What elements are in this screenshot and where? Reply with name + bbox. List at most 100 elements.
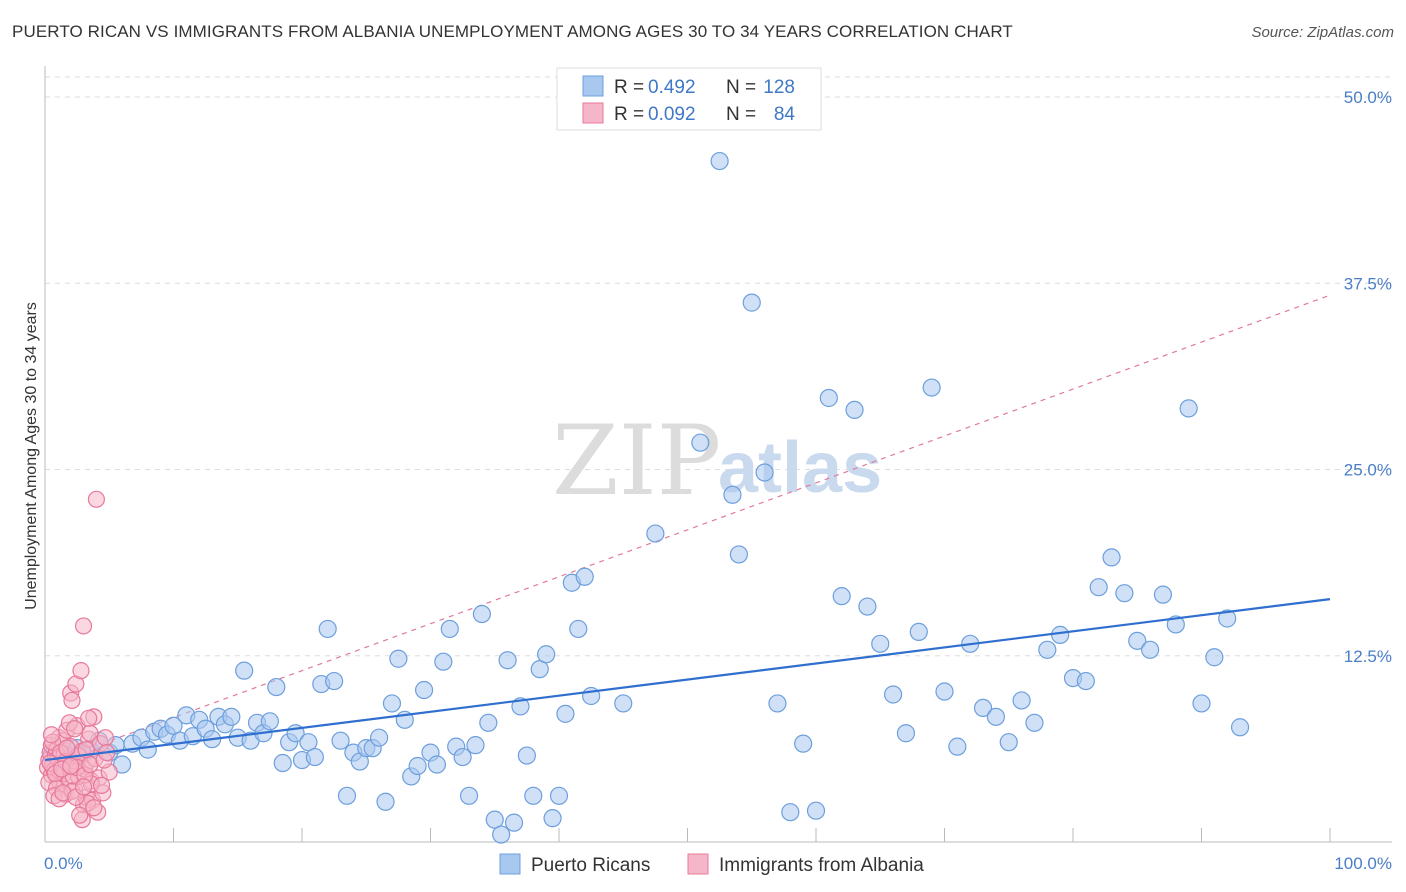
puerto-rican-point [646, 524, 665, 543]
puerto-rican-point [575, 567, 594, 586]
albania-point [65, 720, 84, 738]
puerto-rican-point [569, 619, 588, 639]
puerto-rican-point [691, 433, 710, 452]
legend-n-label-2: N = [726, 104, 756, 125]
albania-trend-group [44, 294, 1331, 766]
puerto-rican-point [1025, 713, 1044, 732]
y-tick-label-1: 25.0% [1344, 461, 1392, 480]
albania-point [62, 757, 80, 775]
puerto-rican-point [408, 756, 427, 776]
puerto-rican-point [1089, 578, 1108, 597]
legend-box: R = 0.492 N = 128 R = 0.092 N = 84 [556, 67, 822, 131]
puerto-rican-point [1128, 631, 1147, 650]
puerto-rican-point [434, 652, 453, 671]
bottom-legend-label-pink: Immigrants from Albania [719, 855, 924, 876]
legend-n-label-1: N = [726, 77, 756, 98]
puerto-rican-point [459, 786, 479, 805]
albania-point [96, 729, 114, 747]
watermark-zip: ZIP [552, 405, 721, 517]
puerto-rican-point [537, 645, 556, 664]
puerto-rican-trend-group [44, 598, 1331, 762]
puerto-rican-point [1076, 671, 1095, 691]
y-tick-label-3: 50.0% [1344, 88, 1392, 107]
puerto-rican-point [1102, 548, 1121, 567]
albania-point [42, 726, 61, 744]
x-tick-label-min: 0.0% [44, 854, 83, 873]
albania-point [63, 691, 81, 710]
puerto-rican-point [517, 746, 536, 765]
puerto-rican-point [883, 685, 903, 704]
puerto-rican-point [806, 801, 826, 820]
puerto-rican-point [543, 809, 562, 828]
puerto-rican-point [414, 680, 434, 700]
albania-point [58, 739, 76, 757]
legend-r-value-2: 0.092 [648, 104, 696, 125]
puerto-rican-point [235, 661, 254, 680]
puerto-rican-point [492, 825, 511, 844]
puerto-rican-point [858, 597, 877, 616]
puerto-rican-point [260, 712, 279, 731]
x-tick-label-max: 100.0% [1334, 854, 1392, 873]
puerto-rican-point [305, 747, 324, 767]
puerto-rican-point [614, 694, 633, 713]
puerto-rican-point [504, 813, 524, 832]
y-tick-label-2: 37.5% [1344, 274, 1392, 293]
puerto-rican-point [871, 634, 890, 653]
puerto-rican-point [986, 707, 1006, 726]
puerto-rican-point [382, 694, 402, 713]
legend-n-value-2: 84 [774, 104, 796, 125]
puerto-rican-point [819, 388, 838, 408]
puerto-rican-point [376, 792, 395, 811]
puerto-rican-point [935, 682, 954, 701]
puerto-rican-trend-line [44, 598, 1331, 762]
puerto-rican-point [948, 737, 967, 756]
albania-point [81, 755, 99, 774]
bottom-legend: Puerto Ricans Immigrants from Albania [499, 853, 924, 876]
albania-point [80, 709, 98, 727]
puerto-rican-point [325, 671, 344, 691]
puerto-rican-point [768, 694, 787, 713]
puerto-rican-point [370, 728, 389, 747]
puerto-rican-point [1166, 615, 1185, 634]
x-tick-marks [44, 828, 1331, 842]
puerto-rican-point [472, 604, 491, 624]
puerto-rican-point [1038, 640, 1057, 659]
puerto-rican-point [1179, 399, 1198, 418]
bottom-legend-swatch-pink [687, 853, 709, 875]
bottom-legend-swatch-blue [499, 853, 521, 875]
legend-r-label-1: R = [614, 77, 644, 98]
puerto-rican-point [466, 736, 485, 755]
puerto-rican-point [498, 651, 517, 670]
watermark-atlas: atlas [718, 428, 882, 508]
albania-point [74, 617, 93, 635]
chart-source: Source: ZipAtlas.com [1251, 24, 1394, 41]
puerto-rican-point [273, 753, 292, 773]
puerto-rican-point [896, 724, 916, 743]
legend-swatch-pink [582, 102, 604, 124]
puerto-rican-point [1230, 718, 1250, 737]
puerto-rican-point [794, 734, 813, 753]
albania-trend-line [44, 294, 1331, 766]
albania-point [85, 799, 103, 817]
puerto-rican-point [1140, 640, 1160, 659]
puerto-rican-point [781, 803, 800, 822]
albania-point [71, 806, 89, 824]
chart-title: PUERTO RICAN VS IMMIGRANTS FROM ALBANIA … [12, 22, 1013, 41]
puerto-rican-point [1205, 648, 1224, 667]
puerto-rican-point [138, 740, 157, 759]
puerto-rican-point [999, 733, 1018, 752]
puerto-rican-point [755, 463, 774, 482]
legend-r-value-1: 0.492 [648, 77, 696, 98]
puerto-rican-point [922, 378, 941, 397]
puerto-rican-point [267, 677, 286, 697]
puerto-rican-point [453, 747, 472, 767]
puerto-rican-point [112, 755, 132, 774]
puerto-rican-point [723, 485, 742, 504]
legend-swatch-blue [582, 75, 604, 97]
puerto-rican-point [222, 707, 241, 726]
puerto-rican-point [440, 619, 459, 639]
puerto-rican-point [318, 619, 337, 639]
legend-r-label-2: R = [614, 104, 644, 125]
puerto-rican-point [479, 713, 498, 732]
